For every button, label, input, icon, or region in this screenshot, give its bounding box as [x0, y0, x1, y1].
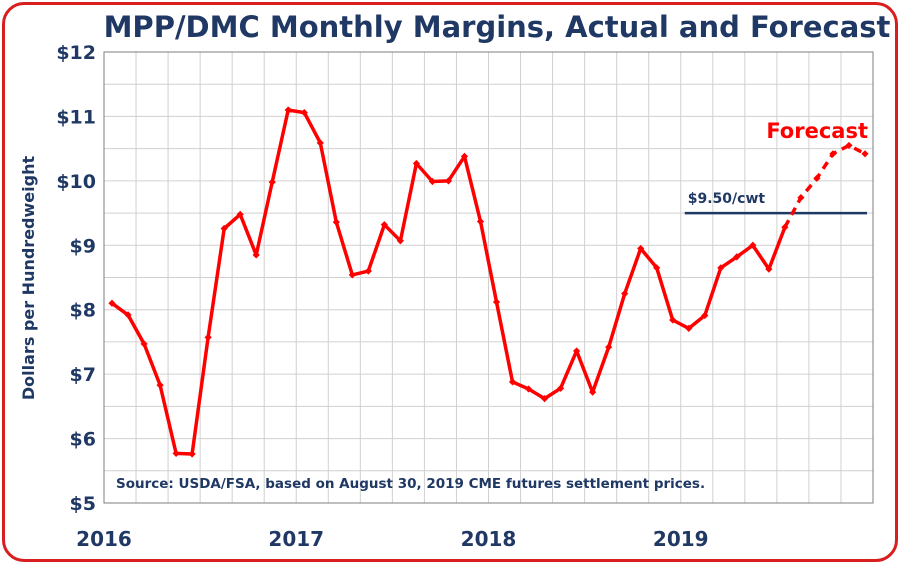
y-ticks: $5 $6 $7 $8 $9 $10 $11 $12: [56, 42, 96, 515]
chart-title: MPP/DMC Monthly Margins, Actual and Fore…: [104, 10, 891, 44]
data-point: [653, 264, 661, 272]
y-tick-label: $5: [70, 493, 96, 515]
forecast-line: [783, 143, 866, 229]
forecast-label: Forecast: [766, 119, 868, 143]
data-point: [156, 381, 164, 389]
data-point: [765, 265, 773, 273]
data-point: [428, 177, 437, 186]
data-point: [556, 384, 565, 392]
x-tick-label: 2017: [268, 527, 324, 551]
data-point: [140, 340, 148, 348]
y-tick-label: $6: [70, 429, 96, 451]
y-axis-label: Dollars per Hundredweight: [19, 156, 38, 401]
forecast-point: [813, 174, 821, 182]
data-point: [605, 343, 613, 351]
reference-line-group: $9.50/cwt: [684, 191, 867, 215]
actual-line: [110, 108, 787, 456]
forecast-point: [797, 194, 805, 202]
data-point: [252, 251, 260, 259]
data-point: [204, 333, 212, 342]
data-point: [749, 241, 757, 249]
data-point: [412, 159, 421, 168]
y-tick-label: $10: [56, 171, 96, 193]
y-tick-label: $11: [56, 106, 96, 128]
x-tick-label: 2019: [653, 527, 709, 551]
series-group: [108, 106, 869, 458]
data-point: [300, 108, 308, 117]
data-point: [364, 267, 372, 275]
x-ticks: 2016 2017 2018 2019: [76, 527, 708, 551]
x-tick-label: 2018: [461, 527, 517, 551]
plot-border: [103, 51, 874, 504]
x-tick-label: 2016: [76, 527, 132, 551]
data-point: [124, 311, 132, 319]
data-point: [236, 210, 244, 218]
y-tick-label: $9: [70, 235, 96, 257]
data-point: [733, 253, 741, 261]
data-point: [380, 221, 388, 229]
data-point: [108, 299, 116, 307]
data-point: [476, 217, 485, 226]
data-point: [188, 450, 196, 458]
data-point: [396, 237, 404, 245]
grid: [103, 51, 874, 504]
forecast-point: [829, 150, 837, 158]
data-point: [284, 106, 292, 114]
data-point: [172, 449, 180, 457]
data-point: [540, 395, 549, 403]
data-point: [669, 316, 677, 324]
data-point: [268, 178, 276, 186]
data-point: [220, 224, 228, 233]
data-point: [332, 218, 340, 226]
data-point: [701, 311, 709, 320]
data-point: [460, 152, 469, 160]
data-point: [444, 177, 453, 185]
y-tick-label: $8: [70, 300, 96, 322]
chart-frame: [2, 2, 898, 562]
y-tick-label: $7: [70, 364, 96, 386]
data-point: [685, 324, 693, 332]
data-point: [717, 264, 725, 272]
data-point: [589, 388, 597, 396]
data-point: [508, 378, 517, 386]
data-point: [524, 385, 533, 393]
reference-line-label: $9.50/cwt: [688, 191, 766, 207]
data-point: [316, 139, 324, 147]
data-point: [573, 347, 581, 355]
forecast-point: [845, 141, 853, 150]
data-point: [621, 290, 629, 298]
data-point: [637, 244, 645, 253]
data-point: [348, 271, 356, 279]
data-point: [492, 298, 501, 306]
y-tick-label: $12: [56, 42, 96, 64]
source-note: Source: USDA/FSA, based on August 30, 20…: [116, 476, 705, 492]
forecast-point: [861, 150, 869, 158]
